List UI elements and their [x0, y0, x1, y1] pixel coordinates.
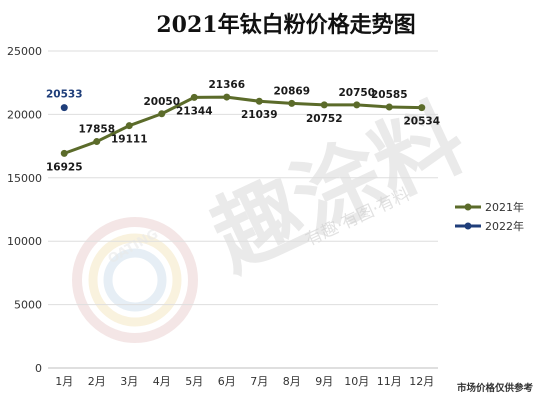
data-label: 20869	[273, 85, 310, 97]
data-point	[288, 99, 296, 107]
data-label-2022: 20533	[46, 89, 83, 101]
data-point	[158, 110, 166, 118]
data-label: 17858	[78, 124, 115, 136]
x-axis-ticks: 1月 2月 3月 4月 5月 6月 7月 8月 9月 10月 11月 12月	[55, 375, 434, 388]
data-point	[223, 93, 231, 101]
data-point	[190, 93, 198, 101]
x-tick-label: 9月	[315, 375, 333, 388]
data-label: 20750	[338, 87, 375, 99]
legend-marker-2021	[464, 203, 472, 211]
data-point	[385, 103, 393, 111]
y-tick-label: 25000	[7, 45, 42, 58]
data-label: 20752	[306, 113, 343, 125]
data-label: 16925	[46, 161, 83, 173]
data-label: 19111	[111, 134, 148, 146]
legend-item-2022: 2022年	[455, 219, 524, 233]
data-label: 20050	[143, 96, 180, 108]
x-tick-label: 3月	[120, 375, 138, 388]
x-tick-label: 5月	[185, 375, 203, 388]
y-tick-label: 15000	[7, 172, 42, 185]
data-point	[60, 104, 68, 112]
legend-item-2021: 2021年	[455, 200, 524, 214]
data-point	[60, 149, 68, 157]
chart-title: 2021年钛白粉价格走势图	[156, 12, 415, 38]
watermark-logo: OATING	[72, 217, 198, 343]
legend-label-2022: 2022年	[485, 219, 524, 233]
data-point	[125, 122, 133, 130]
data-label: 20534	[403, 116, 440, 128]
data-point	[93, 138, 101, 146]
x-tick-label: 6月	[218, 375, 236, 388]
data-label: 21039	[241, 109, 278, 121]
legend-marker-2022	[464, 222, 472, 230]
y-tick-label: 0	[35, 362, 42, 375]
x-tick-label: 4月	[153, 375, 171, 388]
y-tick-label: 5000	[14, 299, 42, 312]
y-tick-label: 10000	[7, 235, 42, 248]
data-label: 21366	[208, 79, 245, 91]
x-tick-label: 8月	[283, 375, 301, 388]
x-tick-label: 10月	[344, 375, 369, 388]
legend-label-2021: 2021年	[485, 200, 524, 214]
x-tick-label: 12月	[409, 375, 434, 388]
x-tick-label: 1月	[55, 375, 73, 388]
footnote: 市场价格仅供参考	[457, 382, 534, 394]
data-point	[320, 101, 328, 109]
x-tick-label: 11月	[377, 375, 402, 388]
legend: 2021年 2022年	[455, 200, 524, 233]
data-point	[255, 97, 263, 105]
y-axis-ticks: 0 5000 10000 15000 20000 25000	[7, 45, 42, 375]
data-label: 21344	[176, 105, 213, 117]
x-tick-label: 2月	[88, 375, 106, 388]
data-label: 20585	[371, 89, 408, 101]
gridlines	[48, 50, 438, 369]
data-point	[353, 101, 361, 109]
data-point	[418, 104, 426, 112]
series-line-0	[62, 95, 424, 155]
y-tick-label: 20000	[7, 108, 42, 121]
x-tick-label: 7月	[250, 375, 268, 388]
series-lines	[60, 93, 426, 157]
